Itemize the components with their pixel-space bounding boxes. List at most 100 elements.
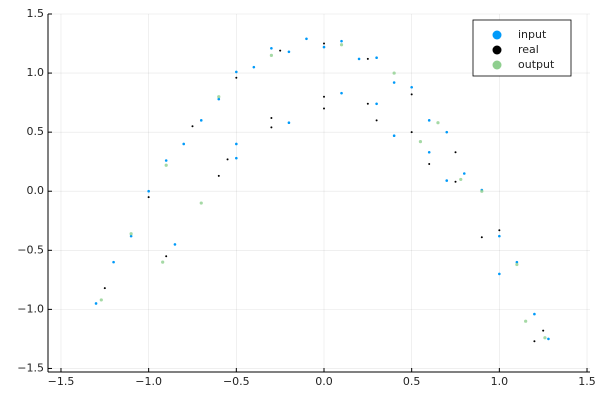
y-tick-label: −1.5 bbox=[17, 361, 44, 374]
point bbox=[94, 302, 98, 305]
point bbox=[445, 130, 449, 134]
point bbox=[410, 85, 413, 89]
point bbox=[199, 119, 203, 122]
point bbox=[147, 196, 150, 199]
point bbox=[542, 329, 545, 332]
x-tick-label: 0.0 bbox=[315, 375, 333, 388]
point bbox=[428, 163, 431, 166]
point bbox=[235, 76, 238, 79]
point bbox=[410, 131, 413, 134]
point bbox=[191, 125, 194, 128]
plot-area bbox=[94, 37, 550, 343]
point bbox=[410, 93, 413, 96]
point bbox=[269, 53, 273, 57]
point bbox=[182, 142, 186, 146]
point bbox=[199, 201, 203, 205]
y-tick-label: −1.0 bbox=[17, 302, 44, 315]
point bbox=[533, 312, 536, 316]
point bbox=[392, 134, 396, 137]
y-tick-label: 1.0 bbox=[27, 66, 45, 79]
point bbox=[217, 174, 220, 177]
point bbox=[547, 337, 550, 341]
point bbox=[322, 95, 325, 98]
point bbox=[436, 121, 440, 125]
point bbox=[524, 319, 528, 323]
point bbox=[270, 116, 273, 119]
point bbox=[427, 150, 431, 154]
x-tick-label: −0.5 bbox=[223, 375, 250, 388]
point bbox=[498, 229, 501, 232]
point bbox=[392, 81, 396, 84]
point bbox=[112, 260, 115, 264]
point bbox=[445, 179, 449, 182]
point bbox=[454, 151, 457, 154]
x-tick-label: −1.5 bbox=[48, 375, 75, 388]
point bbox=[217, 97, 221, 101]
point bbox=[498, 234, 501, 238]
point bbox=[129, 234, 133, 238]
point bbox=[357, 57, 361, 61]
point bbox=[322, 107, 325, 110]
point bbox=[418, 140, 423, 144]
legend-box bbox=[472, 19, 572, 77]
point bbox=[147, 189, 150, 193]
point bbox=[99, 298, 103, 302]
point bbox=[173, 243, 177, 246]
point bbox=[287, 50, 291, 54]
point bbox=[235, 142, 238, 146]
y-tick-label: 1.5 bbox=[27, 7, 45, 20]
y-tick-label: 0.0 bbox=[27, 184, 45, 197]
point bbox=[427, 119, 431, 122]
point bbox=[375, 102, 378, 106]
point bbox=[322, 42, 325, 45]
point bbox=[235, 70, 238, 74]
legend-label: input bbox=[518, 28, 547, 41]
legend-marker bbox=[492, 60, 502, 70]
point bbox=[454, 180, 457, 183]
point bbox=[252, 65, 256, 69]
point bbox=[543, 336, 547, 340]
legend: input real output bbox=[472, 19, 572, 77]
x-tick-label: 1.5 bbox=[578, 375, 596, 388]
point bbox=[129, 232, 133, 236]
point bbox=[340, 39, 343, 43]
point bbox=[161, 260, 165, 264]
point bbox=[339, 43, 344, 47]
point bbox=[270, 126, 273, 129]
point bbox=[459, 177, 463, 182]
point bbox=[375, 56, 378, 60]
point bbox=[165, 255, 168, 258]
point bbox=[498, 272, 501, 276]
point bbox=[392, 71, 396, 75]
point bbox=[226, 158, 229, 161]
point bbox=[270, 46, 273, 50]
point bbox=[480, 236, 483, 239]
point bbox=[340, 91, 343, 95]
point bbox=[515, 262, 519, 267]
point bbox=[322, 45, 326, 49]
legend-marker bbox=[492, 30, 502, 40]
point bbox=[103, 287, 106, 290]
point bbox=[533, 340, 536, 343]
point bbox=[515, 260, 519, 264]
y-tick-label: 0.5 bbox=[27, 125, 45, 138]
point bbox=[305, 37, 308, 41]
point bbox=[164, 163, 168, 167]
x-tick-label: −1.0 bbox=[135, 375, 162, 388]
point bbox=[287, 121, 291, 124]
point bbox=[375, 119, 378, 122]
legend-label: output bbox=[518, 58, 555, 71]
point bbox=[217, 95, 221, 99]
y-tick-label: −0.5 bbox=[17, 243, 44, 256]
legend-marker bbox=[492, 45, 502, 55]
legend-label: real bbox=[518, 43, 539, 56]
x-tick-label: 1.0 bbox=[491, 375, 509, 388]
point bbox=[235, 156, 238, 160]
x-tick-label: 0.5 bbox=[403, 375, 421, 388]
point bbox=[462, 172, 466, 175]
point bbox=[480, 189, 484, 193]
point bbox=[164, 159, 168, 162]
point bbox=[279, 49, 282, 52]
point bbox=[366, 57, 369, 60]
